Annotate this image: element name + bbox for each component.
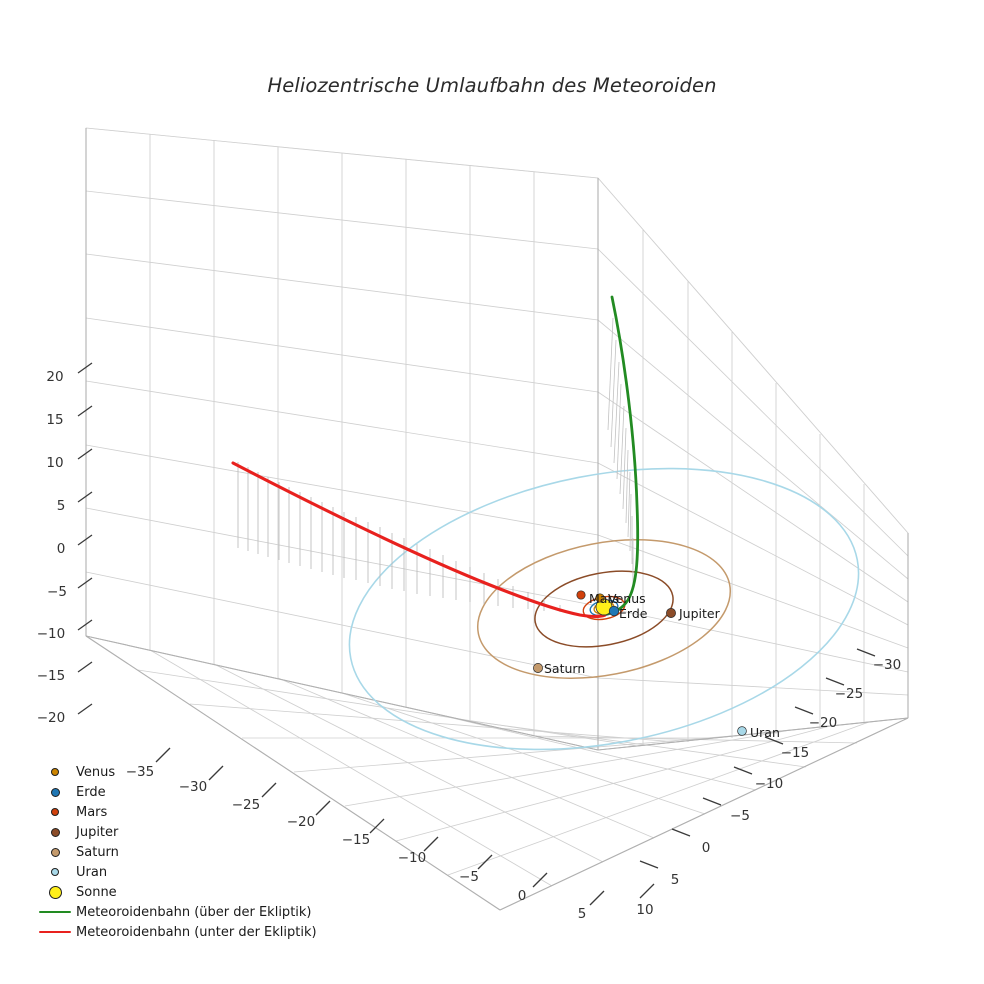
legend-item-sonne[interactable]: Sonne — [34, 882, 334, 902]
z-tick-label: 5 — [56, 498, 66, 514]
legend-label: Erde — [76, 784, 106, 800]
grid-left-wall — [85, 127, 599, 751]
x-axis-ticks — [155, 747, 655, 906]
body-label-jupiter: Jupiter — [679, 606, 720, 621]
legend-line-above-ecliptic-icon — [34, 910, 76, 914]
x-tick-label: 5 — [577, 906, 587, 922]
legend-label: Meteoroidenbahn (unter der Ekliptik) — [76, 924, 317, 940]
z-axis-ticks — [77, 362, 93, 715]
legend-marker-sonne-icon — [34, 885, 76, 899]
legend-label: Mars — [76, 804, 108, 820]
legend-item-saturn[interactable]: Saturn — [34, 842, 334, 862]
legend-label: Sonne — [76, 884, 117, 900]
x-tick-label: −20 — [286, 814, 316, 830]
body-label-saturn: Saturn — [544, 661, 586, 676]
legend-marker-erde-icon — [34, 787, 76, 797]
legend-item-uran[interactable]: Uran — [34, 862, 334, 882]
z-tick-label: −20 — [36, 710, 66, 726]
body-venus — [595, 593, 605, 603]
legend-item-venus[interactable]: Venus — [34, 762, 334, 782]
legend-marker-jupiter-icon — [34, 827, 76, 837]
y-tick-label: 0 — [701, 840, 711, 856]
orbit-saturn — [476, 539, 732, 679]
y-tick-label: −5 — [730, 808, 750, 824]
orbit-jupiter — [534, 570, 674, 648]
x-tick-label: −5 — [459, 869, 479, 885]
trajectory-above-ecliptic — [604, 295, 640, 616]
body-label-uran: Uran — [750, 725, 780, 740]
trajectory-below-ecliptic — [231, 461, 607, 619]
z-tick-label: −10 — [36, 626, 66, 642]
z-tick-label: −15 — [36, 668, 66, 684]
legend-item-jupiter[interactable]: Jupiter — [34, 822, 334, 842]
body-uran — [737, 726, 747, 736]
body-erde — [608, 605, 620, 617]
chart-legend: Venus Erde Mars Jupiter Saturn — [34, 762, 334, 942]
legend-item-mars[interactable]: Mars — [34, 802, 334, 822]
body-mars — [576, 590, 586, 600]
legend-label: Jupiter — [76, 824, 119, 840]
chart-title: Heliozentrische Umlaufbahn des Meteoroid… — [267, 74, 717, 97]
legend-label: Uran — [76, 864, 108, 880]
legend-label: Venus — [76, 764, 116, 780]
x-tick-label: −35 — [125, 764, 155, 780]
x-tick-label: −15 — [341, 832, 371, 848]
axes-spines — [85, 128, 909, 911]
x-tick-label: −30 — [178, 779, 208, 795]
orbit-uran — [348, 467, 860, 751]
body-label-venus: Venus — [608, 591, 646, 606]
body-label-mars: Mars — [589, 591, 620, 606]
legend-marker-uran-icon — [34, 867, 76, 877]
y-tick-label: −20 — [808, 715, 838, 731]
legend-item-erde[interactable]: Erde — [34, 782, 334, 802]
body-jupiter — [666, 608, 676, 618]
body-saturn — [533, 663, 543, 673]
y-tick-label: 5 — [670, 872, 680, 888]
legend-item-trajectory-above[interactable]: Meteoroidenbahn (über der Ekliptik) — [34, 902, 334, 922]
legend-marker-saturn-icon — [34, 847, 76, 857]
y-axis-ticks — [639, 648, 876, 869]
x-tick-label: 0 — [517, 888, 527, 904]
legend-marker-venus-icon — [34, 768, 76, 776]
z-tick-label: 15 — [46, 412, 64, 428]
y-tick-label: −15 — [780, 745, 810, 761]
z-tick-label: 20 — [46, 369, 64, 385]
y-tick-label: −30 — [872, 657, 902, 673]
celestial-bodies — [533, 590, 747, 736]
z-tick-label: −5 — [47, 584, 67, 600]
legend-line-below-ecliptic-icon — [34, 930, 76, 934]
y-tick-label: −25 — [834, 686, 864, 702]
legend-label: Saturn — [76, 844, 119, 860]
legend-label: Meteoroidenbahn (über der Ekliptik) — [76, 904, 312, 920]
body-label-erde: Erde — [619, 606, 648, 621]
z-tick-label: 0 — [56, 541, 66, 557]
x-tick-label: 10 — [636, 902, 654, 918]
z-tick-label: 10 — [46, 455, 64, 471]
x-tick-label: −10 — [397, 850, 427, 866]
y-tick-label: −10 — [754, 776, 784, 792]
x-tick-label: −25 — [231, 797, 261, 813]
legend-item-trajectory-below[interactable]: Meteoroidenbahn (unter der Ekliptik) — [34, 922, 334, 942]
legend-marker-mars-icon — [34, 807, 76, 817]
